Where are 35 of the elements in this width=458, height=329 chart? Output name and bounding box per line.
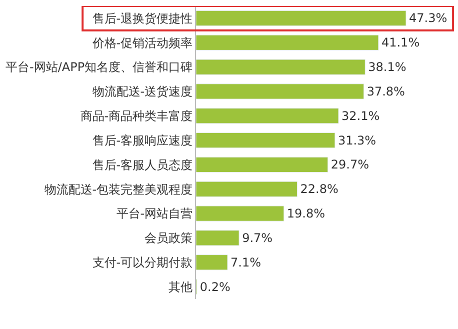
y-tick-label: 商品-商品种类丰富度 (80, 109, 193, 124)
data-label: 37.8% (366, 84, 405, 98)
data-label: 32.1% (342, 108, 380, 123)
bar (196, 84, 364, 100)
data-label: 38.1% (368, 60, 406, 74)
data-label: 19.8% (286, 206, 326, 221)
data-label: 22.8% (300, 182, 338, 196)
bar (196, 10, 406, 26)
bar (196, 34, 379, 50)
bar (196, 206, 284, 222)
bar (196, 156, 328, 173)
y-tick-label: 支付-可以分期付款 (92, 256, 193, 270)
data-label: 41.1% (381, 36, 420, 50)
bar (196, 108, 339, 124)
bar (196, 230, 240, 246)
data-label: 0.2% (200, 280, 230, 294)
bar (196, 59, 366, 75)
y-tick-label: 售后-客服人员态度 (92, 158, 193, 172)
y-tick-label: 会员政策 (144, 231, 193, 246)
y-tick-label: 价格-促销活动频率 (91, 36, 193, 50)
y-tick-label: 其他 (168, 280, 193, 294)
data-label: 7.1% (230, 255, 262, 270)
y-tick-label: 平台-网站/APP知名度、信誉和口碑 (6, 60, 193, 74)
data-label: 47.3% (409, 11, 448, 26)
y-tick-label: 平台-网站自营 (116, 206, 193, 221)
data-label: 31.3% (338, 133, 376, 148)
data-label: 29.7% (330, 158, 369, 172)
bar (196, 132, 336, 148)
y-tick-label: 物流配送-送货速度 (92, 84, 193, 99)
data-label: 9.7% (242, 230, 273, 245)
y-tick-label: 售后-退换货便捷性 (92, 11, 193, 26)
y-tick-label: 物流配送-包装完整美观程度 (44, 182, 193, 196)
bar (196, 254, 228, 270)
y-tick-label: 售后-客服响应速度 (92, 133, 193, 148)
bar (196, 181, 298, 197)
